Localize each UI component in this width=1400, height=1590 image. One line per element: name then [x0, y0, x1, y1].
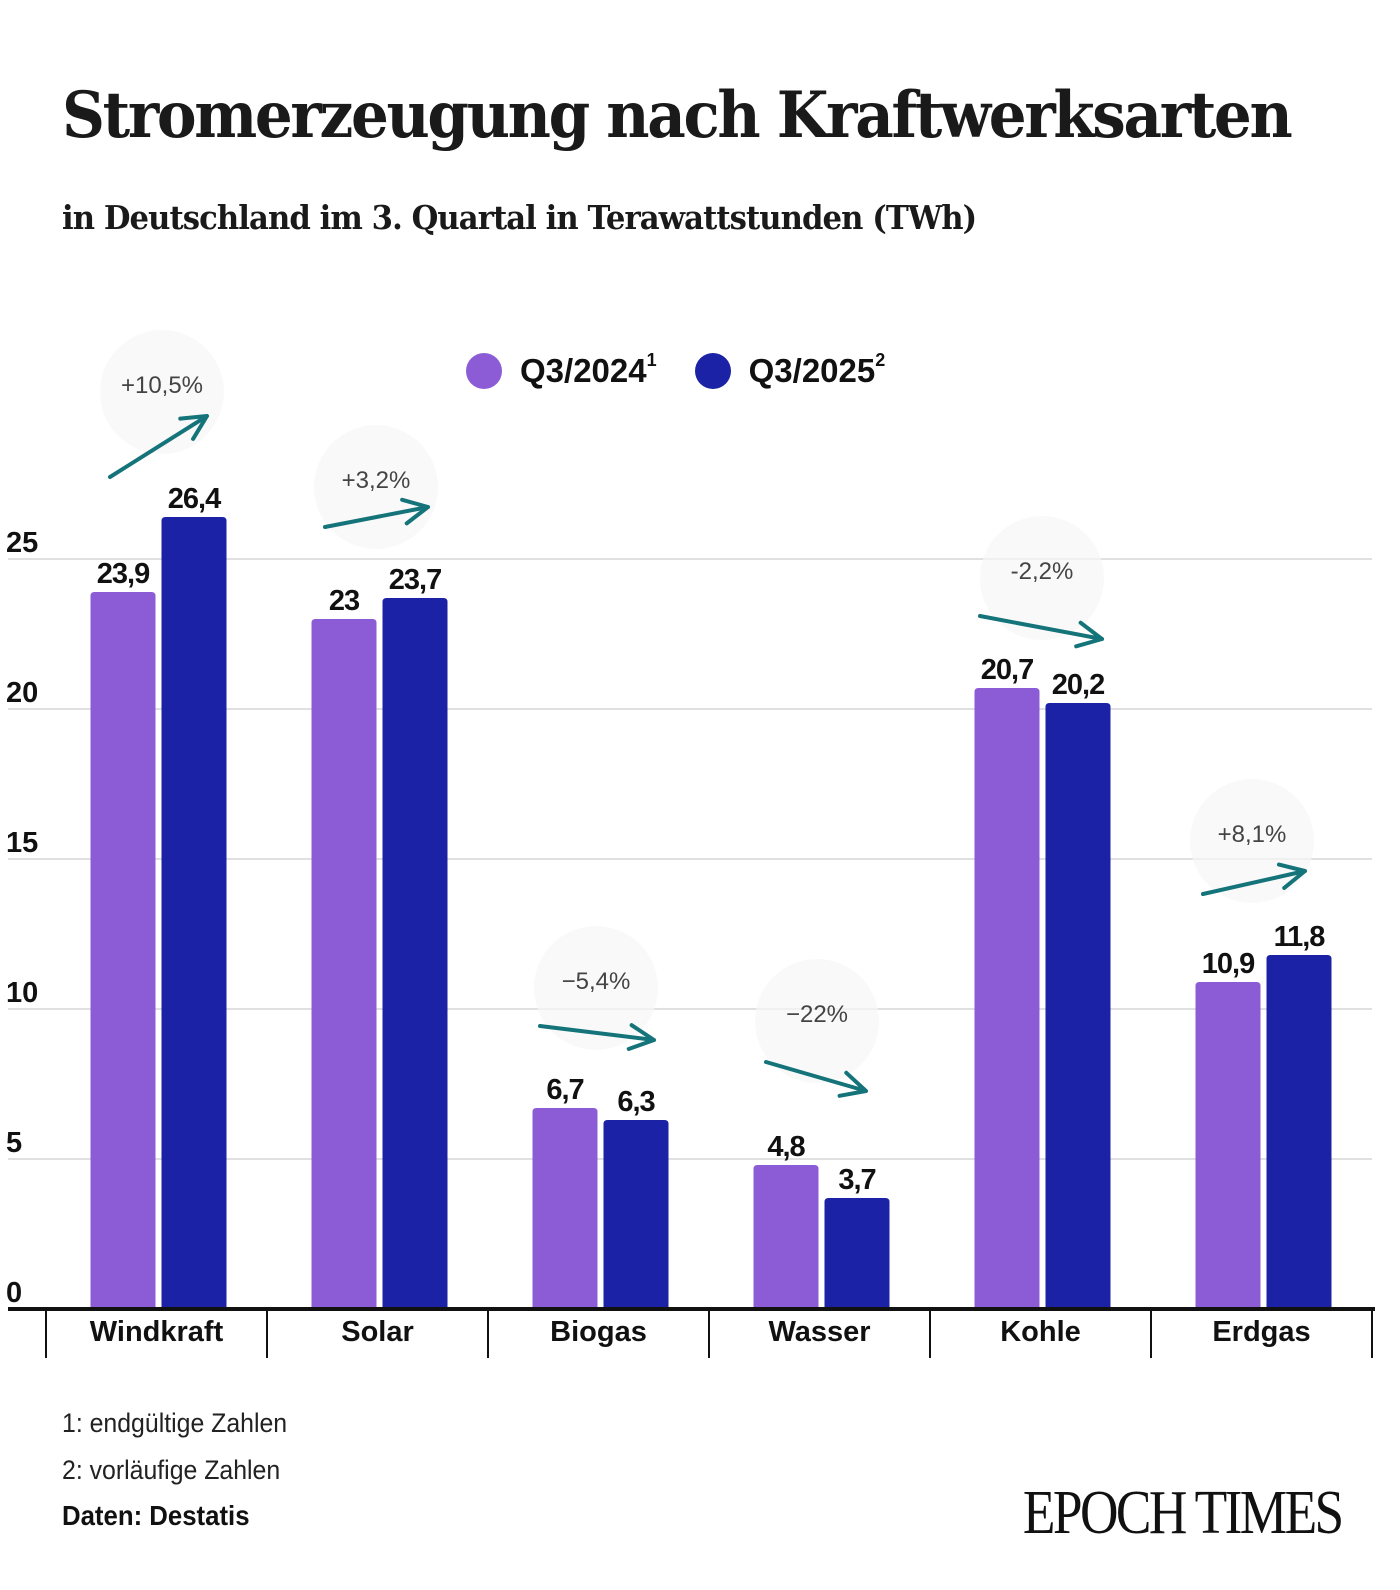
trend-arrow-icon — [764, 1060, 868, 1098]
bar-wasser-q3-2025 — [824, 1198, 890, 1309]
y-tick-label-10: 10 — [6, 977, 38, 1009]
bar-kohle-q3-2024 — [974, 688, 1040, 1309]
bar-biogas-q3-2024 — [532, 1108, 598, 1309]
bar-solar-q3-2025 — [382, 598, 448, 1309]
data-label: 23,9 — [97, 558, 150, 590]
change-bubble — [980, 516, 1104, 640]
change-bubble — [314, 425, 438, 549]
data-label: 26,4 — [168, 483, 221, 515]
y-tick-label-20: 20 — [6, 677, 38, 709]
legend-swatch-q3-2024 — [466, 353, 502, 389]
change-label-kohle: -2,2% — [1011, 558, 1074, 585]
x-tick-label-wasser: Wasser — [768, 1316, 870, 1348]
data-label: 10,9 — [1202, 948, 1255, 980]
legend-label-q3-2025: Q3/20252 — [748, 350, 886, 389]
data-label: 6,3 — [617, 1086, 655, 1118]
data-source: Daten: Destatis — [62, 1500, 250, 1531]
y-tick-label-15: 15 — [6, 827, 38, 859]
footnote-2: 2: vorläufige Zahlen — [62, 1455, 281, 1485]
chart-subtitle: in Deutschland im 3. Quartal in Terawatt… — [62, 198, 977, 237]
trend-arrow-icon — [538, 1023, 656, 1051]
change-bubble — [1190, 779, 1314, 903]
bar-windkraft-q3-2024 — [90, 592, 156, 1309]
x-tick-label-kohle: Kohle — [1000, 1316, 1081, 1348]
bar-solar-q3-2024 — [311, 619, 377, 1309]
y-tick-label-25: 25 — [6, 527, 38, 559]
y-tick-label-0: 0 — [6, 1277, 22, 1309]
bar-windkraft-q3-2025 — [161, 517, 227, 1309]
data-label: 23,7 — [389, 564, 441, 596]
bar-erdgas-q3-2025 — [1266, 955, 1332, 1309]
change-label-windkraft: +10,5% — [121, 372, 203, 399]
legend-swatch-q3-2025 — [694, 353, 731, 389]
x-tick-label-solar: Solar — [341, 1316, 414, 1348]
data-label: 3,7 — [838, 1164, 875, 1196]
bar-biogas-q3-2025 — [603, 1120, 669, 1309]
change-bubble — [755, 959, 879, 1083]
bar-wasser-q3-2024 — [753, 1165, 819, 1309]
data-label: 20,2 — [1052, 669, 1104, 701]
legend: Q3/20241 Q3/20252 — [466, 350, 923, 390]
change-label-erdgas: +8,1% — [1218, 821, 1287, 848]
trend-arrow-icon — [323, 497, 430, 529]
x-tick-label-erdgas: Erdgas — [1212, 1316, 1310, 1348]
trend-arrow-icon — [978, 614, 1104, 649]
data-label: 23 — [329, 585, 360, 617]
x-tick-label-biogas: Biogas — [550, 1316, 647, 1348]
data-label: 6,7 — [546, 1074, 583, 1106]
trend-arrow-icon — [1201, 862, 1307, 896]
bar-erdgas-q3-2024 — [1195, 982, 1261, 1309]
change-label-solar: +3,2% — [342, 467, 411, 494]
change-label-biogas: −5,4% — [562, 968, 631, 995]
epoch-times-logo: EPOCH TIMES — [1023, 1479, 1344, 1547]
bar-kohle-q3-2025 — [1045, 703, 1111, 1309]
trend-arrow-icon — [108, 414, 209, 479]
legend-label-q3-2024: Q3/20241 — [520, 350, 657, 389]
data-label: 20,7 — [981, 654, 1033, 686]
x-tick-label-windkraft: Windkraft — [90, 1316, 224, 1348]
y-tick-label-5: 5 — [6, 1127, 22, 1159]
chart-title: Stromerzeugung nach Kraftwerksarten — [62, 78, 1293, 153]
footnote-1: 1: endgültige Zahlen — [62, 1408, 288, 1438]
data-label: 4,8 — [767, 1131, 805, 1163]
change-label-wasser: −22% — [786, 1001, 848, 1028]
change-bubble — [534, 926, 658, 1050]
legend-item-q3-2024: Q3/20241 — [466, 350, 657, 390]
data-label: 11,8 — [1274, 921, 1326, 953]
legend-item-q3-2025: Q3/20252 — [694, 350, 886, 390]
